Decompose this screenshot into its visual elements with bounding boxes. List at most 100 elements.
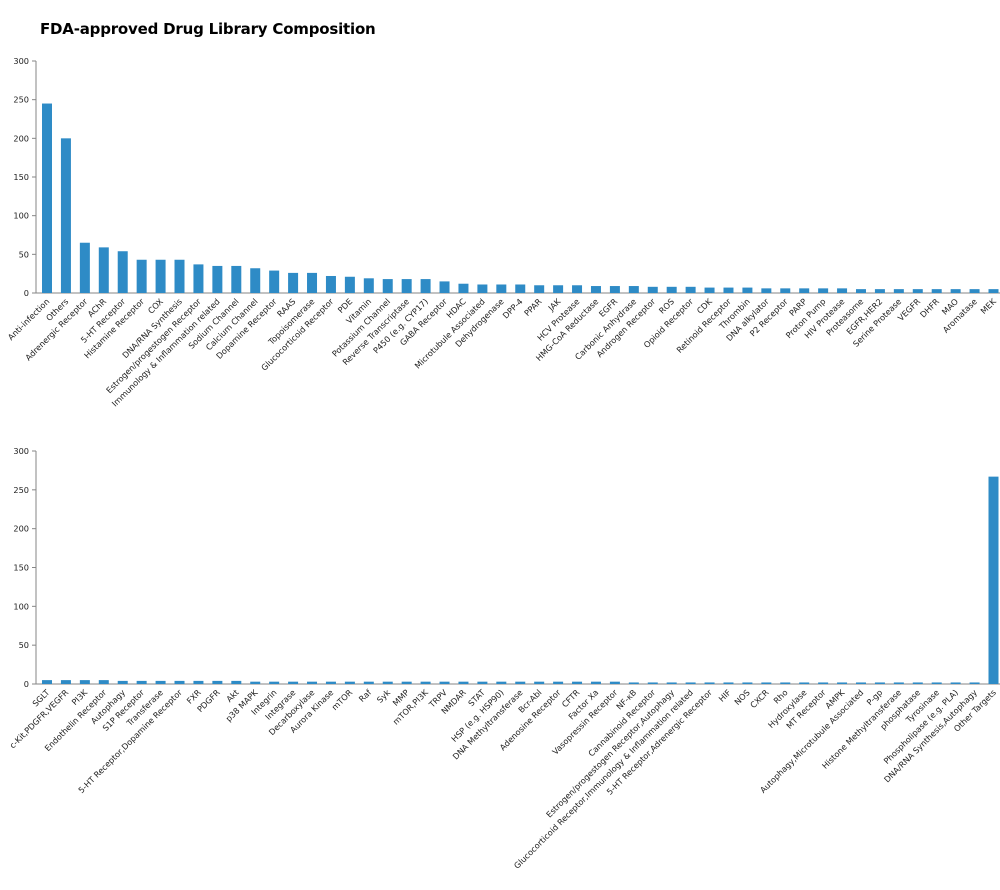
bar — [666, 682, 677, 684]
bar — [818, 682, 829, 684]
chart-title: FDA-approved Drug Library Composition — [40, 20, 376, 38]
bar — [988, 476, 999, 684]
category-label: Raf — [357, 687, 374, 704]
bar — [193, 264, 204, 293]
y-tick-label: 50 — [19, 249, 29, 259]
bar — [250, 681, 261, 684]
y-tick-label: 100 — [13, 601, 29, 611]
bar — [912, 289, 923, 293]
y-tick-label: 50 — [19, 640, 29, 650]
bar — [98, 680, 109, 684]
bar — [382, 279, 393, 293]
bar — [344, 681, 355, 684]
bar — [553, 285, 564, 293]
y-tick-label: 300 — [13, 56, 29, 66]
bar — [799, 288, 810, 293]
bar — [647, 286, 658, 293]
bar — [117, 680, 128, 684]
bar — [893, 289, 904, 293]
y-tick-label: 300 — [13, 446, 29, 456]
bar — [42, 103, 52, 294]
bar — [534, 681, 545, 684]
y-tick-label: 150 — [13, 172, 29, 182]
bar — [837, 288, 848, 293]
y-tick-label: 200 — [13, 524, 29, 534]
bar — [401, 279, 412, 293]
bar — [269, 681, 280, 684]
bar — [325, 681, 336, 684]
bar — [98, 247, 109, 293]
bar — [363, 278, 374, 293]
bar — [79, 680, 90, 684]
bar — [174, 259, 185, 293]
bar — [288, 272, 299, 293]
bar — [420, 681, 431, 684]
bar — [761, 288, 772, 293]
bar — [401, 681, 412, 684]
bar — [193, 680, 204, 684]
bar — [136, 259, 147, 293]
bar — [742, 287, 753, 293]
bar — [666, 286, 677, 293]
bar — [950, 289, 961, 293]
bar — [439, 681, 450, 684]
category-label: DHFR — [918, 296, 941, 319]
bar — [950, 682, 961, 684]
bar — [155, 259, 166, 293]
bar — [704, 287, 715, 293]
bar — [307, 681, 318, 684]
bar — [136, 680, 147, 684]
bar — [572, 285, 583, 293]
bar — [837, 682, 848, 684]
bar — [685, 682, 696, 684]
bar — [855, 682, 866, 684]
bar — [590, 681, 601, 684]
bar — [969, 682, 980, 684]
bar — [534, 285, 545, 293]
bar — [477, 681, 488, 684]
bar — [590, 286, 601, 293]
category-label: Syk — [375, 687, 393, 705]
bar — [647, 682, 658, 684]
bar — [742, 682, 753, 684]
bar — [382, 681, 393, 684]
bar — [704, 682, 715, 684]
bar — [155, 680, 166, 684]
bar — [60, 680, 71, 684]
bar — [628, 286, 639, 293]
bar — [515, 284, 526, 293]
bar — [855, 289, 866, 293]
bar — [609, 681, 620, 684]
bar — [969, 289, 980, 293]
bar — [420, 279, 431, 293]
bar — [79, 242, 90, 293]
y-tick-label: 0 — [24, 288, 29, 298]
bar — [458, 681, 469, 684]
bar — [912, 682, 923, 684]
bar — [231, 680, 242, 684]
category-label: MEK — [978, 296, 998, 316]
bar — [439, 281, 450, 293]
category-label: CXCR — [748, 687, 771, 710]
bar — [250, 268, 261, 293]
bar — [458, 283, 469, 293]
bar — [515, 681, 526, 684]
bar — [496, 284, 507, 293]
bar — [325, 275, 336, 293]
bar — [553, 681, 564, 684]
bar — [117, 251, 128, 293]
bar — [818, 288, 829, 293]
bar — [931, 289, 942, 293]
bar — [269, 270, 280, 293]
bar — [799, 682, 810, 684]
bar — [874, 289, 885, 293]
bar — [288, 681, 299, 684]
bar — [174, 680, 185, 684]
y-tick-label: 250 — [13, 485, 29, 495]
bar — [231, 265, 242, 293]
bar — [628, 682, 639, 684]
bar — [42, 680, 52, 684]
bar — [212, 265, 223, 293]
bar — [496, 681, 507, 684]
